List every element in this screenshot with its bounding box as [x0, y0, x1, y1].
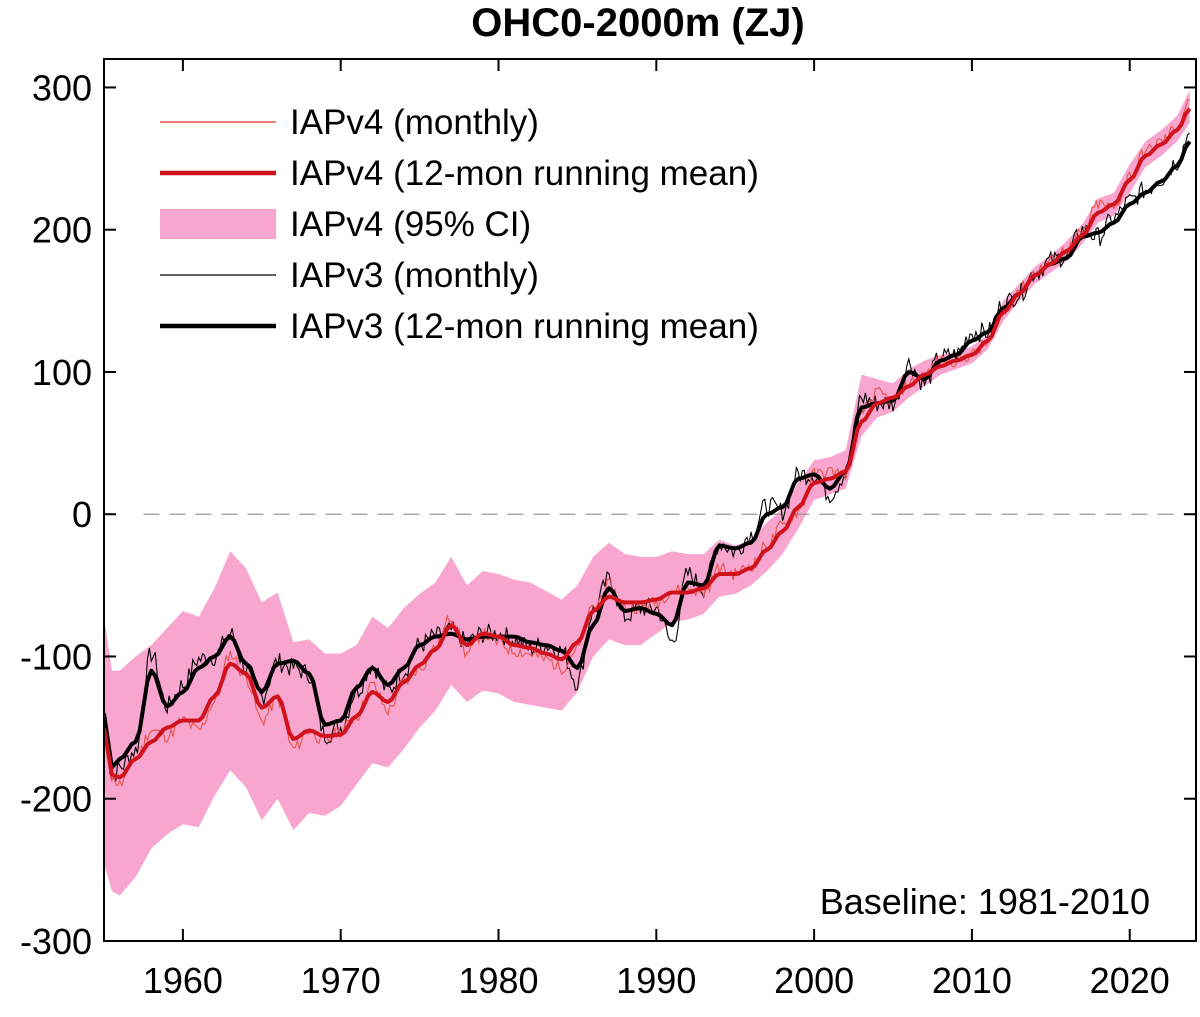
legend-item: IAPv4 (12-mon running mean)	[160, 154, 759, 193]
y-tick-label: -200	[20, 779, 92, 820]
y-tick-label: 200	[32, 210, 92, 251]
x-tick-label: 1970	[301, 960, 381, 1001]
legend-item: IAPv4 (monthly)	[160, 103, 539, 142]
x-tick-label: 2010	[932, 960, 1012, 1001]
axes: -300 -200 -100 0 100 200 300 1960 1970 1980 1990 20…	[20, 58, 1197, 1001]
y-tick-label: 0	[72, 494, 92, 535]
plot-frame	[103, 58, 1197, 942]
legend-item: IAPv4 (95% CI)	[160, 205, 531, 244]
legend-label: IAPv4 (monthly)	[290, 103, 539, 142]
legend: IAPv4 (monthly) IAPv4 (12-mon running mea…	[160, 103, 759, 346]
y-tick-label: 100	[32, 352, 92, 393]
legend-label: IAPv4 (12-mon running mean)	[290, 154, 759, 193]
y-tick-label: -300	[20, 921, 92, 962]
x-tick-label: 2020	[1090, 960, 1170, 1001]
x-tick-label: 1990	[616, 960, 696, 1001]
x-tick-label: 2000	[774, 960, 854, 1001]
baseline-annotation: Baseline: 1981-2010	[820, 881, 1150, 922]
legend-item: IAPv3 (12-mon running mean)	[160, 307, 759, 346]
iapv4-running-mean-line	[104, 107, 1192, 780]
y-tick-label: 300	[32, 67, 92, 108]
legend-swatch-iapv4-ci	[160, 209, 276, 239]
legend-label: IAPv3 (monthly)	[290, 256, 539, 295]
chart-title: OHC0-2000m (ZJ)	[471, 1, 804, 45]
y-tick-label: -100	[20, 636, 92, 677]
x-tick-label: 1980	[458, 960, 538, 1001]
plot-marks	[104, 90, 1196, 896]
legend-label: IAPv4 (95% CI)	[290, 205, 531, 244]
legend-label: IAPv3 (12-mon running mean)	[290, 307, 759, 346]
x-tick-label: 1960	[143, 960, 223, 1001]
legend-item: IAPv3 (monthly)	[160, 256, 539, 295]
iapv3-monthly-line	[104, 132, 1191, 782]
